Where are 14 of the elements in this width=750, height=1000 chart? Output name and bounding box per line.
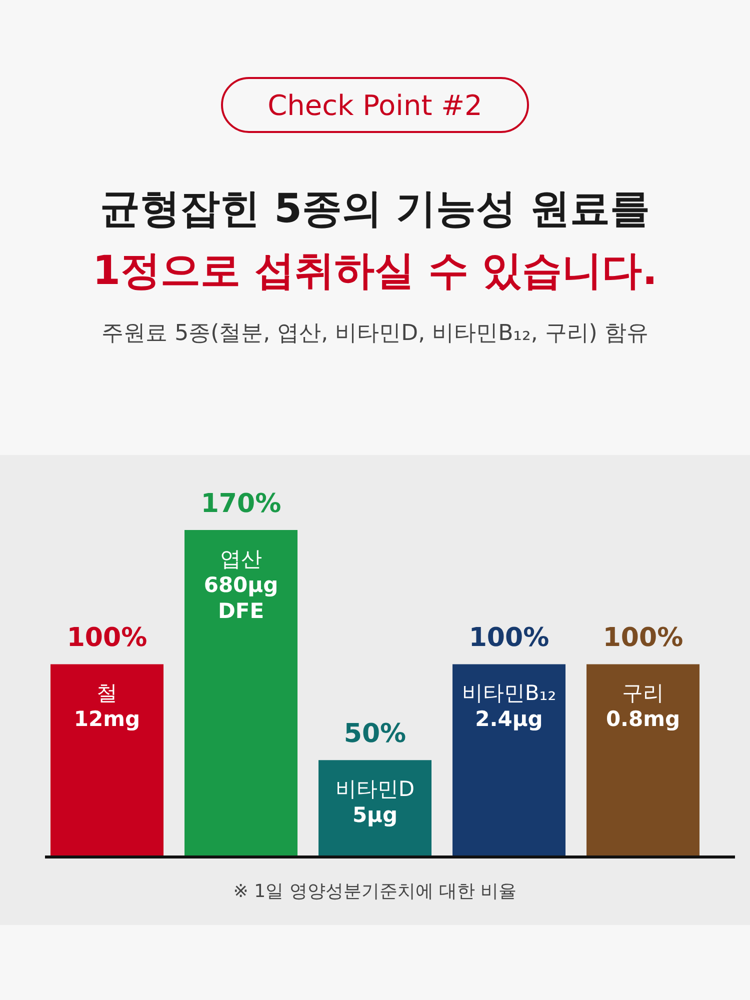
x-tick-label: 비타민D 5μg <box>335 777 415 828</box>
x-tick-label: 구리 0.8mg <box>606 681 680 732</box>
text: ※ 1일 영양성분기준치에 대한 비율 <box>233 881 517 902</box>
data-label: 100% <box>602 623 684 654</box>
x-tick-label: 비타민B₁₂ 2.4μg <box>462 681 556 732</box>
data-label: 170% <box>200 489 282 519</box>
text: Check Point #2 <box>268 89 482 122</box>
x-tick-label: 철 12mg <box>74 681 140 732</box>
chart-title: 균형잡힌 5종의 기능성 원료를 1정으로 섭취하실 수 있습니다. <box>92 186 658 294</box>
data-label: 100% <box>66 623 148 654</box>
data-label: 50% <box>344 719 406 750</box>
data-label: 100% <box>468 623 550 654</box>
x-tick-label: 엽산 680μg DFE <box>204 547 278 623</box>
chart-subtitle: 주원료 5종(철분, 엽산, 비타민D, 비타민B₁₂, 구리) 함유 <box>102 321 648 346</box>
